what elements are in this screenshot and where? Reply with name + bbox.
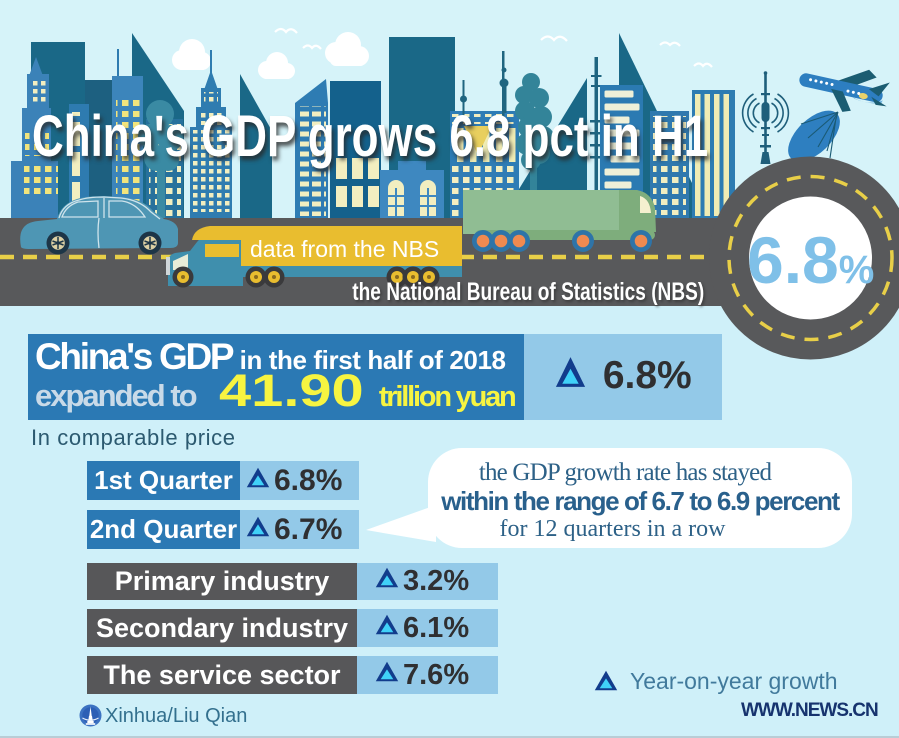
svg-text:6.8%: 6.8% [747,223,874,297]
svg-text:data from the NBS: data from the NBS [250,236,439,262]
